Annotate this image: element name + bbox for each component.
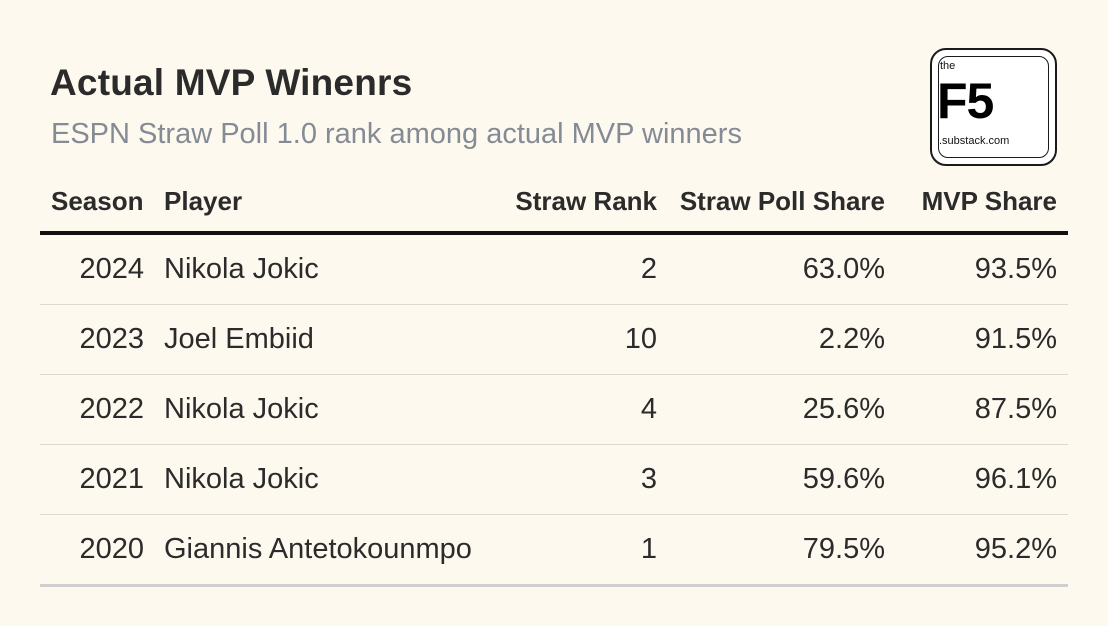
cell-mvp-share: 96.1%: [885, 444, 1068, 515]
cell-player: Joel Embiid: [144, 304, 487, 375]
table-row: 2024 Nikola Jokic 2 63.0% 93.5%: [40, 233, 1068, 305]
cell-player: Nikola Jokic: [144, 233, 487, 305]
table-row: 2023 Joel Embiid 10 2.2% 91.5%: [40, 304, 1068, 375]
cell-mvp-share: 93.5%: [885, 233, 1068, 305]
mvp-table: Season Player Straw Rank Straw Poll Shar…: [40, 172, 1068, 587]
logo-bottom-text: .substack.com: [939, 135, 1010, 147]
table-header-row: Season Player Straw Rank Straw Poll Shar…: [40, 172, 1068, 235]
cell-straw-rank: 4: [487, 374, 657, 445]
cell-straw-rank: 2: [487, 233, 657, 305]
cell-mvp-share: 87.5%: [885, 374, 1068, 445]
cell-mvp-share: 91.5%: [885, 304, 1068, 375]
column-header-straw-poll-share: Straw Poll Share: [657, 172, 885, 235]
column-header-player: Player: [144, 172, 487, 235]
cell-player: Giannis Antetokounmpo: [144, 514, 487, 587]
cell-straw-rank: 10: [487, 304, 657, 375]
chart-title: Actual MVP Winenrs: [50, 62, 413, 103]
cell-season: 2023: [40, 304, 144, 375]
column-header-mvp-share: MVP Share: [885, 172, 1068, 235]
table-row: 2022 Nikola Jokic 4 25.6% 87.5%: [40, 374, 1068, 445]
logo-inner-frame: [938, 56, 1049, 158]
cell-season: 2024: [40, 233, 144, 305]
cell-straw-rank: 3: [487, 444, 657, 515]
cell-straw-poll-share: 59.6%: [657, 444, 885, 515]
cell-season: 2020: [40, 514, 144, 587]
cell-season: 2021: [40, 444, 144, 515]
cell-straw-poll-share: 2.2%: [657, 304, 885, 375]
column-header-season: Season: [40, 172, 144, 235]
cell-mvp-share: 95.2%: [885, 514, 1068, 587]
cell-player: Nikola Jokic: [144, 444, 487, 515]
cell-straw-poll-share: 79.5%: [657, 514, 885, 587]
cell-straw-rank: 1: [487, 514, 657, 587]
logo-top-text: the: [940, 60, 956, 72]
cell-straw-poll-share: 63.0%: [657, 233, 885, 305]
cell-straw-poll-share: 25.6%: [657, 374, 885, 445]
table-row: 2020 Giannis Antetokounmpo 1 79.5% 95.2%: [40, 514, 1068, 587]
cell-season: 2022: [40, 374, 144, 445]
cell-player: Nikola Jokic: [144, 374, 487, 445]
column-header-straw-rank: Straw Rank: [487, 172, 657, 235]
chart-subtitle: ESPN Straw Poll 1.0 rank among actual MV…: [51, 118, 742, 150]
f5-logo: the F5 .substack.com: [930, 48, 1057, 166]
logo-main-text: F5: [937, 73, 994, 129]
table-row: 2021 Nikola Jokic 3 59.6% 96.1%: [40, 444, 1068, 515]
